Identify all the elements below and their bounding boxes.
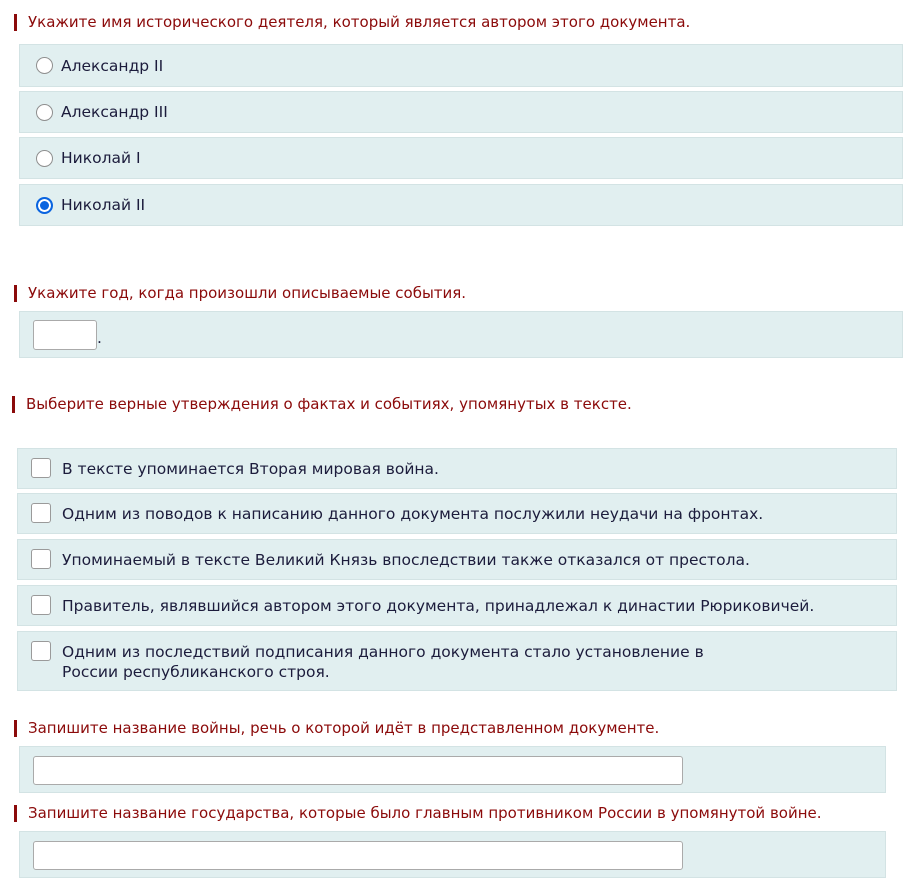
war-name-input[interactable] [33,756,683,785]
question-1-title: Укажите имя исторического деятеля, котор… [14,14,690,31]
option-label: В тексте упоминается Вторая мировая войн… [62,460,439,478]
question-4-title: Запишите название войны, речь о которой … [14,720,659,737]
checkbox[interactable] [31,503,51,523]
radio-button-selected[interactable] [36,196,53,214]
option-label: Александр II [61,56,164,75]
radio-option[interactable]: Александр III [19,91,903,133]
checkbox-option[interactable]: Одним из последствий подписания данного … [17,631,897,691]
checkbox[interactable] [31,549,51,569]
year-suffix: . [97,329,102,347]
option-label: Одним из поводов к написанию данного док… [62,505,764,523]
year-input[interactable] [33,319,97,350]
radio-option[interactable]: Николай I [19,137,903,179]
checkbox-option[interactable]: В тексте упоминается Вторая мировая войн… [17,448,897,489]
checkbox[interactable] [31,641,51,661]
option-label: Упоминаемый в тексте Великий Князь впосл… [62,551,750,569]
radio-button[interactable] [36,103,53,121]
checkbox[interactable] [31,595,51,615]
checkbox-option[interactable]: Упоминаемый в тексте Великий Князь впосл… [17,539,897,580]
question-3-title: Выберите верные утверждения о фактах и с… [12,396,632,413]
radio-option[interactable]: Николай II [19,184,903,226]
checkbox-option[interactable]: Правитель, являвшийся автором этого доку… [17,585,897,626]
checkbox-option[interactable]: Одним из поводов к написанию данного док… [17,493,897,534]
year-answer-box: . [19,311,903,358]
option-label: Николай I [61,149,141,167]
question-2-title: Укажите год, когда произошли описываемые… [14,285,466,302]
option-label: Одним из последствий подписания данного … [62,643,704,681]
option-label: Александр III [61,103,168,121]
option-label: Правитель, являвшийся автором этого доку… [62,597,815,615]
country-name-input[interactable] [33,841,683,870]
radio-button[interactable] [36,149,53,167]
radio-button[interactable] [36,57,53,74]
radio-option[interactable]: Александр II [19,44,903,87]
checkbox[interactable] [31,458,51,478]
option-label: Николай II [61,196,146,214]
question-5-title: Запишите название государства, которые б… [14,805,822,822]
